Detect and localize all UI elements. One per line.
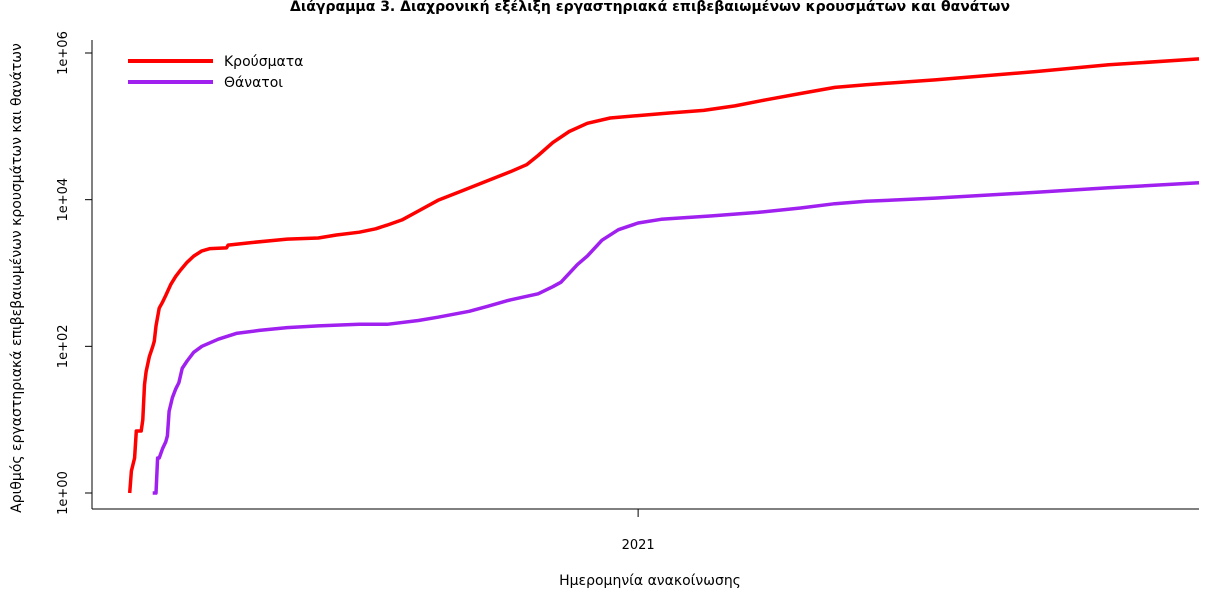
y-tick-label: 1e+04 <box>56 178 71 222</box>
chart-title: Διάγραμμα 3. Διαχρονική εξέλιξη εργαστηρ… <box>290 0 1010 15</box>
y-ticks: 1e+00 1e+02 1e+04 1e+06 <box>56 31 92 515</box>
x-tick-label: 2021 <box>622 538 655 553</box>
series-line-cases <box>127 57 1200 494</box>
legend-label-cases: Κρούσματα <box>224 54 303 70</box>
y-tick-label: 1e+06 <box>56 31 71 75</box>
y-tick-label: 1e+00 <box>56 471 71 515</box>
series-line-deaths <box>152 181 1200 495</box>
x-ticks: 2021 <box>622 509 655 553</box>
legend: Κρούσματα Θάνατοι <box>128 54 303 91</box>
plot-area <box>91 40 1199 510</box>
series-layer <box>127 57 1200 495</box>
y-axis-label: Αριθμός εργαστηριακά επιβεβαιωμένων κρου… <box>9 43 25 513</box>
legend-label-deaths: Θάνατοι <box>224 75 283 91</box>
x-axis-label: Ημερομηνία ανακοίνωσης <box>559 573 741 589</box>
y-tick-label: 1e+02 <box>56 324 71 368</box>
